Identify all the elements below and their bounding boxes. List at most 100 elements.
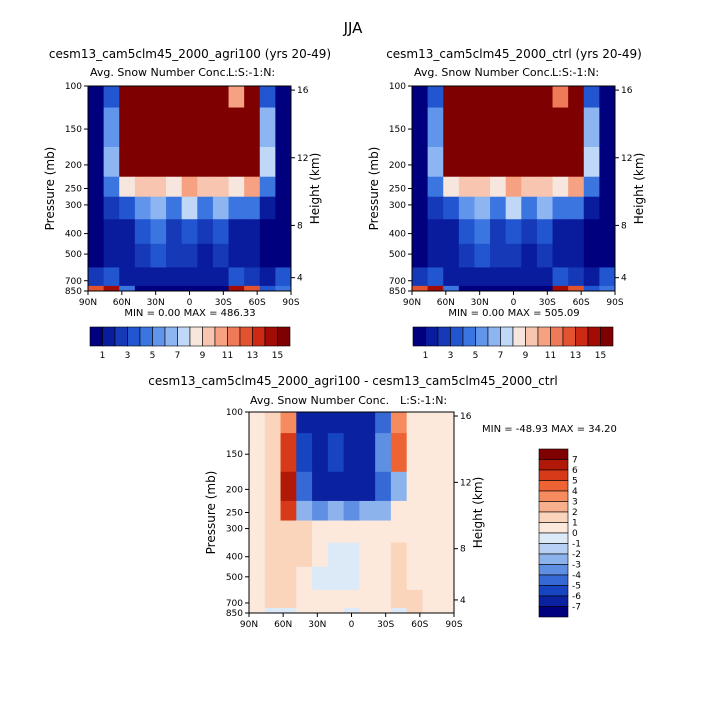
colorbar-swatch <box>550 326 564 347</box>
heatmap-cell <box>119 107 136 148</box>
colorbar-label: -4 <box>572 571 581 581</box>
heatmap-cell <box>359 542 376 568</box>
heatmap-cell <box>312 542 329 568</box>
heatmap-cell <box>181 176 198 198</box>
heatmap-cell <box>249 500 266 521</box>
colorbar-label: 1 <box>572 519 578 529</box>
heatmap-cell <box>583 107 600 148</box>
heatmap-cell <box>343 412 360 434</box>
lat-tick-label: 30S <box>539 298 556 308</box>
heatmap-cell <box>249 566 266 591</box>
heatmap-cell <box>88 285 105 292</box>
heatmap-cell <box>438 412 455 434</box>
heatmap-cell <box>521 146 538 178</box>
height-tick-label: 8 <box>460 545 466 555</box>
heatmap-cell <box>296 566 313 591</box>
pressure-tick-label: 700 <box>65 277 82 287</box>
heatmap-cell <box>521 243 538 268</box>
heatmap-cell <box>264 412 281 434</box>
heatmap-cell <box>505 107 522 148</box>
colorbar-swatch <box>538 448 569 460</box>
colorbar-label: 1 <box>100 351 106 361</box>
colorbar-swatch <box>277 326 291 347</box>
heatmap-cell <box>296 589 313 609</box>
heatmap-cell <box>422 433 439 473</box>
heatmap-cell <box>505 219 522 245</box>
heatmap-cell <box>458 86 475 108</box>
heatmap-cell <box>212 196 229 220</box>
colorbar-swatch <box>252 326 266 347</box>
heatmap-cell <box>599 285 616 292</box>
heatmap-cell <box>327 520 345 544</box>
heatmap-cell <box>88 243 105 268</box>
heatmap-cell <box>212 219 229 245</box>
heatmap-cell <box>275 219 292 245</box>
heatmap-cell <box>412 196 429 220</box>
lat-tick-label: 30N <box>308 620 326 630</box>
colorbar-swatch <box>538 553 569 565</box>
height-tick-label: 4 <box>460 596 466 606</box>
colorbar-label: 5 <box>572 477 578 487</box>
heatmap-cell <box>427 196 444 220</box>
colorbar-swatch <box>587 326 601 347</box>
heatmap-cell <box>228 86 245 108</box>
heatmap-cell <box>103 107 120 148</box>
heatmap-cell <box>568 267 585 287</box>
pressure-tick-label: 150 <box>65 125 82 135</box>
colorbar-swatch <box>412 326 426 347</box>
heatmap-cell <box>296 542 313 568</box>
colorbar-label: -6 <box>572 592 581 602</box>
heatmap-cell <box>259 107 276 148</box>
lat-tick-label: 60S <box>411 620 428 630</box>
heatmap-cell <box>280 471 297 502</box>
pressure-tick-label: 700 <box>226 599 243 609</box>
lat-tick-label: 90N <box>240 620 258 630</box>
pressure-tick-label: 400 <box>226 553 243 563</box>
heatmap-cell <box>359 566 376 591</box>
height-tick-label: 16 <box>460 412 472 422</box>
pressure-tick-label: 100 <box>65 82 82 92</box>
pressure-tick-label: 100 <box>226 408 243 418</box>
heatmap-cell <box>490 267 507 287</box>
pressure-tick-label: 250 <box>226 509 243 519</box>
height-tick-label: 8 <box>297 221 303 231</box>
heatmap-cell <box>568 219 585 245</box>
heatmap-cell <box>197 86 214 108</box>
colorbar-swatch <box>512 326 526 347</box>
lat-tick-label: 60N <box>113 298 131 308</box>
heatmap-cell <box>327 566 345 591</box>
heatmap-cell <box>264 566 281 591</box>
pressure-tick-label: 100 <box>389 82 406 92</box>
colorbar-swatch <box>450 326 464 347</box>
heatmap-cell <box>521 219 538 245</box>
heatmap-cell <box>327 471 345 502</box>
heatmap-cell <box>150 243 167 268</box>
heatmap-cell <box>422 542 439 568</box>
heatmap-cell <box>521 285 538 292</box>
colorbar-label: 3 <box>125 351 131 361</box>
heatmap-cell <box>212 267 229 287</box>
heatmap-cell <box>490 243 507 268</box>
pressure-tick-label: 150 <box>226 450 243 460</box>
heatmap-cell <box>119 267 136 287</box>
heatmap-cell <box>490 176 507 198</box>
heatmap-cell <box>599 267 616 287</box>
colorbar-swatch <box>127 326 141 347</box>
heatmap-cell <box>228 196 245 220</box>
colorbar-swatch <box>227 326 241 347</box>
heatmap-cell <box>474 146 491 178</box>
heatmap-cell <box>166 285 183 292</box>
lat-tick-label: 90N <box>403 298 421 308</box>
heatmap-cell <box>438 566 455 591</box>
heatmap-cell <box>375 607 392 614</box>
panel-agri100: cesm13_cam5clm45_2000_agri100 (yrs 20-49… <box>43 47 331 319</box>
heatmap-cell <box>312 566 329 591</box>
colorbar-swatch <box>114 326 128 347</box>
heatmap-cell <box>552 196 569 220</box>
pressure-tick-label: 250 <box>65 185 82 195</box>
lat-tick-label: 0 <box>349 620 355 630</box>
heatmap-cell <box>343 542 360 568</box>
heatmap-cell <box>406 433 423 473</box>
